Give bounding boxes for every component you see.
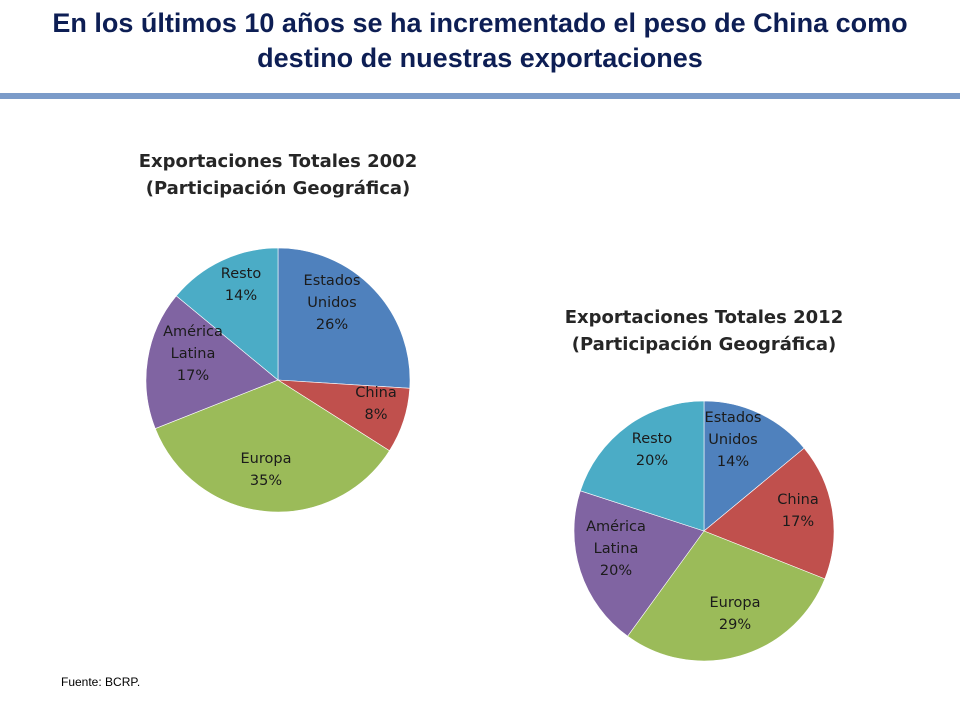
slice-label: Resto 20% [632,431,673,469]
chart-title: Exportaciones Totales 2002 (Participación… [139,151,417,199]
slide-title-line-2: destino de nuestras exportaciones [257,43,703,73]
pie-slice [703,447,835,580]
pie-chart-1: Exportaciones Totales 2002 (Participación… [139,151,417,513]
slide-title: En los últimos 10 años se ha incrementad… [0,6,960,76]
slice-label: China 17% [777,492,818,530]
slide-title-line-1: En los últimos 10 años se ha incrementad… [52,8,908,38]
slice-label: Resto 14% [221,266,262,304]
pie-slice [573,490,705,637]
pie-slice [277,247,411,389]
source-note: Fuente: BCRP. [61,675,141,689]
pie-slice [154,379,390,513]
pie-slice [175,247,279,381]
slice-label: Estados Unidos 26% [304,273,361,333]
title-divider [0,93,960,99]
pie-chart-2: Exportaciones Totales 2012 (Participación… [565,307,843,662]
slice-label: Europa 35% [241,451,292,489]
chart-title: Exportaciones Totales 2012 (Participación… [565,307,843,355]
slice-label: Estados Unidos 14% [705,410,762,470]
slice-label: América Latina 20% [586,519,646,579]
pie-slice [579,400,705,532]
pie-slice [703,400,805,532]
slice-label: América Latina 17% [163,324,223,384]
slice-label: Europa 29% [710,595,761,633]
slice-label: China 8% [355,385,396,423]
pie-slice [145,295,279,429]
pie-slice [627,530,826,662]
